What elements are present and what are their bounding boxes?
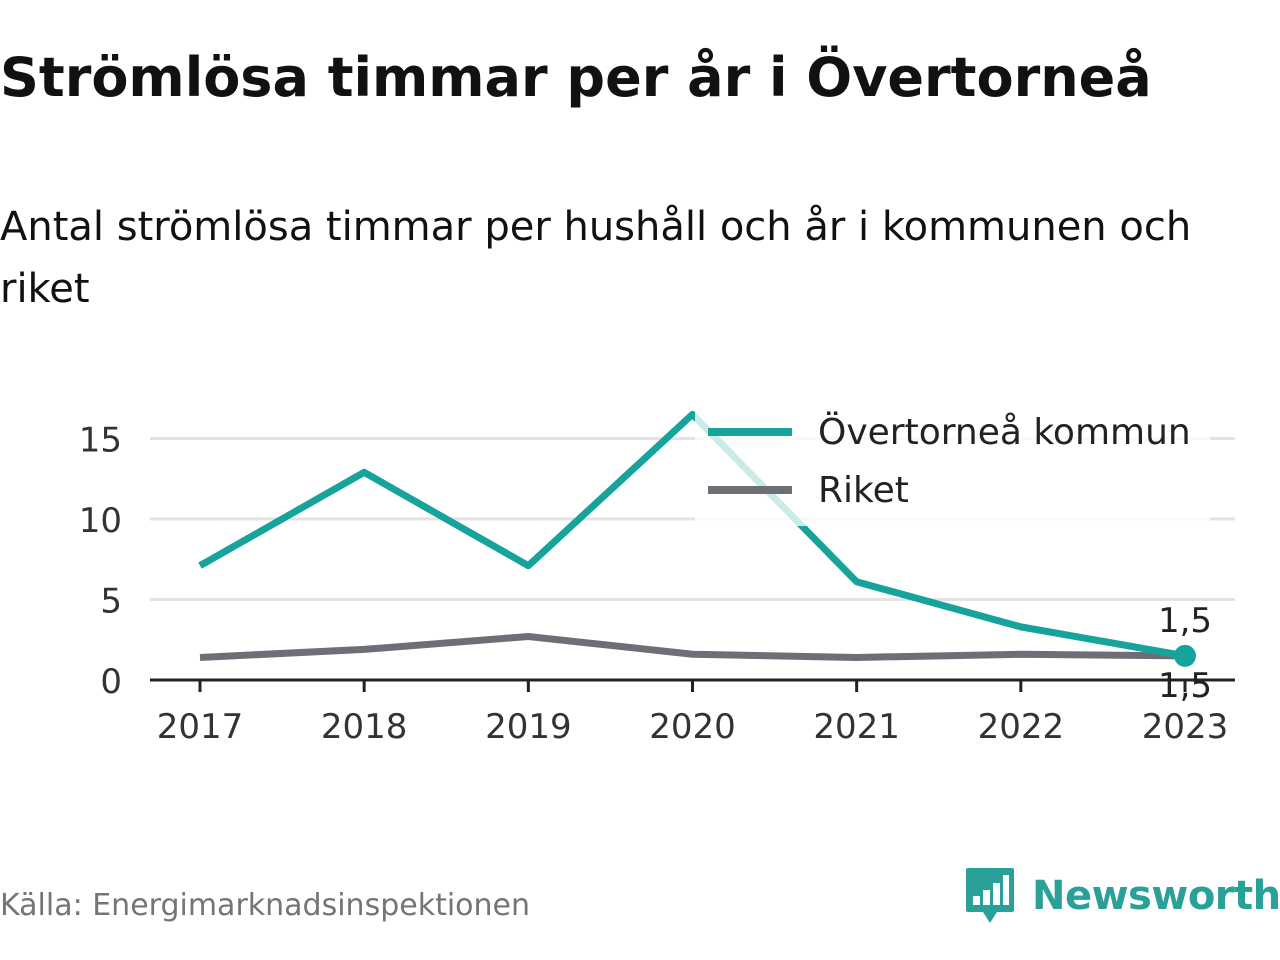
newsworthy-logo-icon (966, 868, 1014, 923)
end-label-riket: 1,5 (1158, 666, 1212, 706)
legend-background (695, 396, 1210, 526)
x-axis: 2017 2018 2019 2020 2021 2022 2023 (150, 678, 1235, 747)
y-tick-label: 10 (79, 501, 122, 541)
x-tick-label: 2017 (157, 707, 244, 747)
chart-title: Strömlösa timmar per år i Övertorneå (0, 46, 1152, 109)
x-tick-label: 2023 (1142, 707, 1229, 747)
x-tick-label: 2021 (813, 707, 900, 747)
y-axis-ticks: 0 5 10 15 (79, 421, 122, 703)
last-point-marker (1174, 644, 1196, 667)
y-tick-label: 0 (100, 662, 122, 702)
newsworthy-logo[interactable]: Newsworthy (964, 864, 1280, 928)
legend-label: Övertorneå kommun (818, 411, 1191, 453)
line-chart: 0 5 10 15 2017 2018 2019 2020 2021 2022 2023 Över… (79, 396, 1235, 747)
legend: Övertorneå kommun Riket (695, 396, 1210, 526)
brand-name: Newsworthy (1032, 873, 1280, 919)
x-tick-label: 2022 (978, 707, 1065, 747)
x-tick-label: 2018 (321, 707, 408, 747)
end-label-overtornea: 1,5 (1158, 601, 1212, 641)
chart-subtitle: Antal strömlösa timmar per hushåll och å… (0, 204, 1192, 312)
source-note: Källa: Energimarknadsinspektionen (0, 888, 531, 923)
x-tick-label: 2019 (485, 707, 572, 747)
series-lines (198, 410, 1196, 667)
series-line-riket (199, 633, 1186, 661)
series-line-overtornea (198, 410, 1186, 660)
y-tick-label: 5 (100, 582, 122, 622)
legend-label: Riket (818, 470, 909, 511)
y-tick-label: 15 (79, 421, 122, 461)
end-labels: 1,5 1,5 (1158, 601, 1212, 706)
x-tick-label: 2020 (649, 707, 736, 747)
